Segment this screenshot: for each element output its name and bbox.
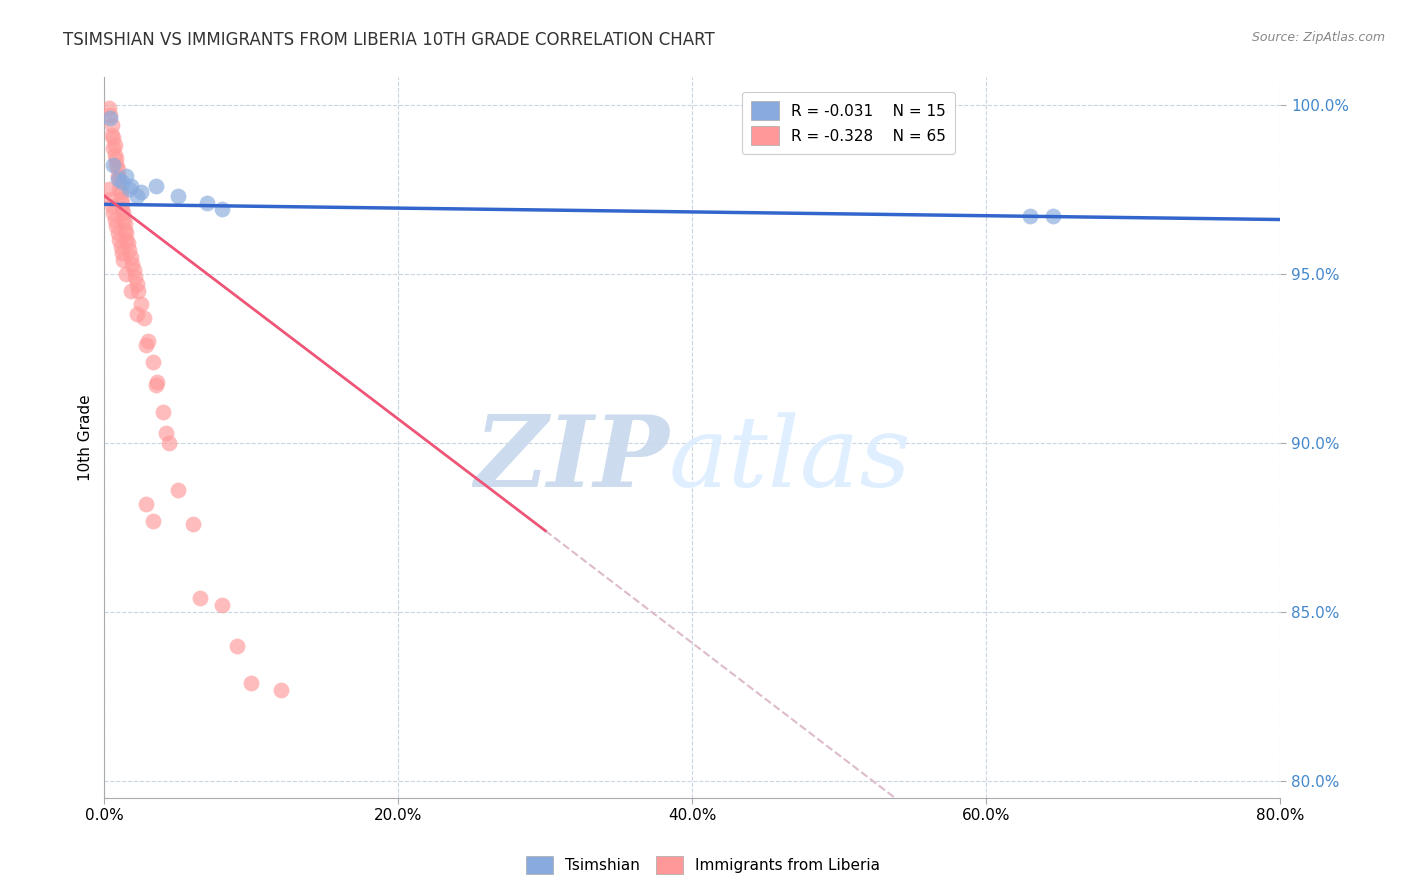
Point	[118, 243, 141, 257]
Point	[157, 435, 180, 450]
Point	[105, 158, 128, 172]
Text: atlas: atlas	[669, 412, 911, 507]
Legend: R = -0.031    N = 15, R = -0.328    N = 65: R = -0.031 N = 15, R = -0.328 N = 65	[742, 92, 955, 154]
Point	[111, 202, 134, 217]
Point	[100, 199, 122, 213]
Point	[135, 337, 157, 351]
Point	[1042, 209, 1064, 223]
Point	[107, 226, 129, 240]
Point	[127, 284, 149, 298]
Point	[114, 222, 136, 236]
Point	[142, 514, 165, 528]
Point	[125, 189, 148, 203]
Point	[122, 263, 145, 277]
Point	[120, 250, 142, 264]
Point	[167, 483, 190, 498]
Point	[111, 195, 134, 210]
Point	[103, 141, 125, 155]
Point	[111, 246, 134, 260]
Point	[135, 497, 157, 511]
Point	[124, 270, 146, 285]
Point	[120, 284, 142, 298]
Point	[105, 152, 128, 166]
Point	[211, 598, 233, 612]
Point	[103, 131, 125, 145]
Point	[225, 639, 247, 653]
Point	[129, 186, 152, 200]
Text: Source: ZipAtlas.com: Source: ZipAtlas.com	[1251, 31, 1385, 45]
Point	[115, 169, 138, 183]
Point	[112, 253, 135, 268]
Point	[100, 128, 122, 142]
Point	[167, 189, 190, 203]
Point	[145, 378, 167, 392]
Text: ZIP: ZIP	[474, 411, 669, 508]
Point	[125, 277, 148, 291]
Point	[211, 202, 233, 217]
Point	[98, 192, 121, 206]
Point	[104, 212, 127, 227]
Point	[146, 375, 169, 389]
Point	[117, 236, 139, 251]
Point	[104, 148, 127, 162]
Point	[98, 111, 121, 125]
Point	[240, 676, 263, 690]
Point	[125, 307, 148, 321]
Point	[110, 239, 132, 253]
Point	[138, 334, 160, 349]
Point	[110, 186, 132, 200]
Point	[107, 169, 129, 183]
Text: TSIMSHIAN VS IMMIGRANTS FROM LIBERIA 10TH GRADE CORRELATION CHART: TSIMSHIAN VS IMMIGRANTS FROM LIBERIA 10T…	[63, 31, 716, 49]
Point	[105, 219, 128, 234]
Point	[120, 178, 142, 193]
Point	[155, 425, 177, 440]
Point	[110, 192, 132, 206]
Point	[108, 182, 131, 196]
Y-axis label: 10th Grade: 10th Grade	[79, 394, 93, 481]
Point	[115, 233, 138, 247]
Point	[112, 212, 135, 227]
Point	[108, 172, 131, 186]
Point	[98, 108, 121, 122]
Point	[100, 118, 122, 132]
Point	[118, 182, 141, 196]
Point	[142, 354, 165, 368]
Legend: Tsimshian, Immigrants from Liberia: Tsimshian, Immigrants from Liberia	[520, 850, 886, 880]
Point	[132, 310, 155, 325]
Point	[270, 682, 292, 697]
Point	[181, 516, 204, 531]
Point	[152, 405, 174, 419]
Point	[103, 206, 125, 220]
Point	[97, 182, 120, 196]
Point	[107, 161, 129, 176]
Point	[115, 226, 138, 240]
Point	[129, 297, 152, 311]
Point	[108, 233, 131, 247]
Point	[121, 256, 143, 270]
Point	[114, 216, 136, 230]
Point	[97, 101, 120, 115]
Point	[112, 206, 135, 220]
Point	[188, 591, 211, 606]
Point	[111, 175, 134, 189]
Point	[195, 195, 218, 210]
Point	[1019, 209, 1042, 223]
Point	[115, 267, 138, 281]
Point	[107, 172, 129, 186]
Point	[104, 138, 127, 153]
Point	[103, 158, 125, 172]
Point	[145, 178, 167, 193]
